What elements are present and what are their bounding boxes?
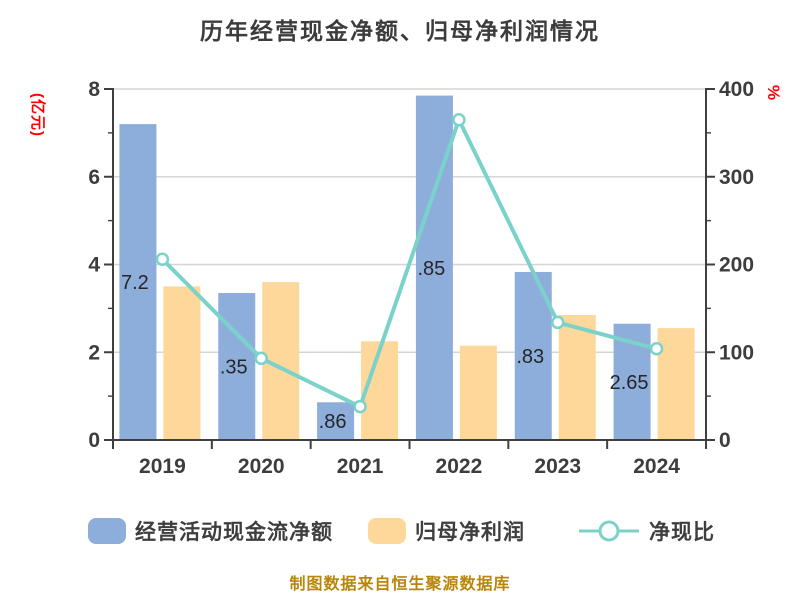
bar-value-label-2023: .83 (516, 346, 544, 368)
ratio-point-2023 (551, 315, 565, 330)
bar-net-profit-2024 (657, 328, 695, 440)
data-source-note: 制图数据来自恒生聚源数据库 (289, 576, 511, 593)
bar-value-label-2020: .35 (220, 357, 248, 379)
ratio-point-2021 (353, 399, 367, 414)
bar-value-label-2024: 2.65 (610, 372, 649, 394)
right-tick-label: 400 (719, 78, 754, 101)
ratio-line (160, 117, 659, 409)
legend-item-cash-ratio[interactable]: 净现比 (578, 516, 715, 546)
left-tick-label: 2 (88, 341, 100, 364)
bar-cash-flow-2019 (119, 124, 157, 440)
x-tick-label-2023: 2023 (534, 455, 581, 478)
x-tick-label-2024: 2024 (633, 455, 680, 478)
left-tick-label: 6 (88, 166, 100, 189)
x-tick-label-2021: 2021 (337, 455, 384, 478)
right-tick-label: 300 (719, 166, 754, 189)
legend-item-net-profit[interactable]: 归母净利润 (368, 516, 525, 546)
bar-value-label-2019: 7.2 (121, 272, 149, 294)
bar-value-label-2021: .86 (319, 411, 347, 433)
left-tick-label: 4 (88, 254, 100, 277)
bar-cash-flow-2020 (218, 293, 256, 440)
bar-net-profit-2023 (558, 314, 596, 440)
left-tick-label: 0 (88, 429, 100, 452)
ratio-point-2019 (155, 252, 170, 266)
legend-label: 净现比 (649, 521, 715, 544)
orange-bar-swatch (368, 518, 406, 544)
line-marker-icon (579, 520, 639, 542)
legend: 经营活动现金流净额 归母净利润 净现比 (0, 516, 800, 548)
x-tick-label-2020: 2020 (238, 455, 285, 478)
ratio-point-2024 (649, 341, 664, 356)
ratio-point-2020 (254, 351, 268, 366)
blue-bar-swatch (88, 518, 126, 544)
bar-cash-flow-2021 (317, 402, 355, 440)
bar-net-profit-2022 (459, 345, 497, 440)
right-tick-label: 100 (719, 341, 754, 364)
left-tick-label: 8 (88, 78, 100, 101)
ratio-point-2022 (452, 112, 466, 127)
bar-net-profit-2019 (163, 286, 201, 440)
legend-label: 经营活动现金流净额 (135, 521, 333, 544)
legend-item-operating-cash-flow[interactable]: 经营活动现金流净额 (88, 516, 333, 546)
right-tick-label: 0 (719, 429, 731, 452)
legend-label: 归母净利润 (415, 521, 525, 544)
chart-title: 历年经营现金净额、归母净利润情况 (200, 18, 600, 44)
x-tick-label-2019: 2019 (139, 455, 186, 478)
right-tick-label: 200 (719, 254, 754, 277)
bar-value-label-2022: .85 (418, 258, 446, 280)
x-tick-label-2022: 2022 (436, 455, 483, 478)
